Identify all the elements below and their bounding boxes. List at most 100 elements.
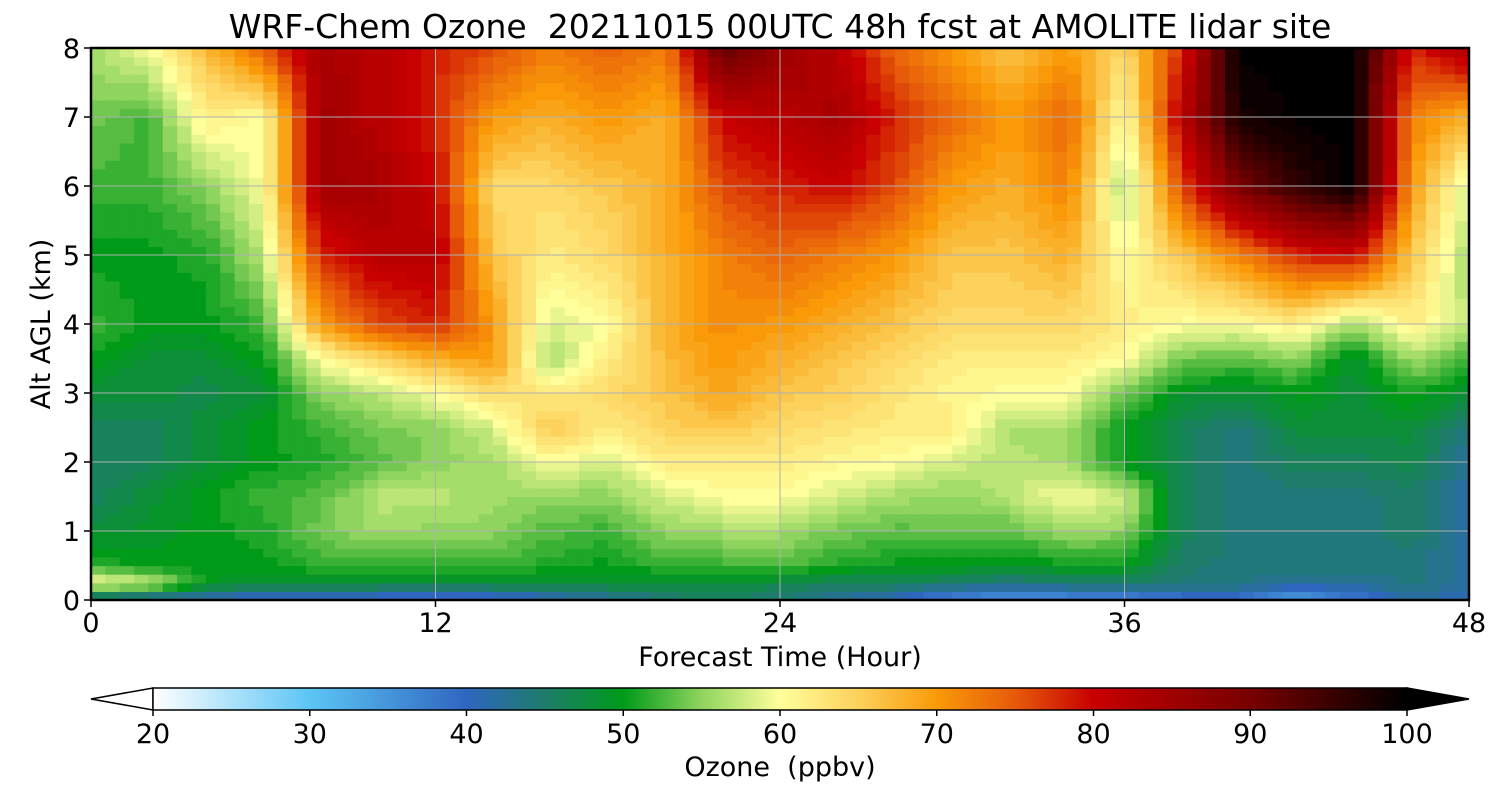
- heatmap-cell: [263, 194, 279, 204]
- heatmap-cell: [579, 479, 594, 489]
- heatmap-cell: [1052, 142, 1068, 153]
- heatmap-cell: [1124, 556, 1140, 567]
- heatmap-cell: [535, 117, 551, 127]
- heatmap-cell: [1181, 522, 1197, 532]
- heatmap-cell: [995, 99, 1011, 109]
- heatmap-cell: [909, 462, 925, 472]
- heatmap-cell: [478, 410, 494, 420]
- heatmap-cell: [708, 531, 724, 541]
- heatmap-cell: [952, 505, 968, 515]
- heatmap-cell: [550, 367, 566, 377]
- heatmap-cell: [980, 436, 996, 446]
- heatmap-cell: [248, 160, 264, 170]
- heatmap-cell: [306, 246, 322, 256]
- heatmap-cell: [636, 142, 652, 153]
- heatmap-cell: [205, 470, 221, 480]
- heatmap-cell: [435, 91, 451, 101]
- heatmap-cell: [320, 237, 336, 247]
- heatmap-cell: [622, 194, 638, 204]
- heatmap-cell: [1038, 99, 1054, 109]
- heatmap-cell: [894, 272, 910, 282]
- heatmap-cell: [679, 375, 695, 385]
- heatmap-cell: [1095, 418, 1111, 429]
- heatmap-cell: [105, 349, 121, 360]
- heatmap-cell: [507, 539, 523, 549]
- heatmap-cell: [1052, 65, 1068, 75]
- heatmap-cell: [507, 91, 523, 101]
- heatmap-cell: [780, 496, 795, 506]
- heatmap-cell: [349, 358, 365, 368]
- heatmap-cell: [291, 142, 307, 153]
- heatmap-cell: [263, 470, 279, 480]
- heatmap-cell: [449, 255, 465, 265]
- heatmap-cell: [1038, 56, 1054, 66]
- heatmap-cell: [478, 479, 494, 489]
- heatmap-cell: [1009, 194, 1025, 204]
- heatmap-cell: [291, 548, 307, 558]
- heatmap-cell: [607, 539, 623, 549]
- heatmap-cell: [722, 582, 738, 592]
- heatmap-cell: [708, 556, 724, 567]
- heatmap-cell: [263, 263, 279, 273]
- heatmap-cell: [866, 496, 882, 506]
- heatmap-cell: [765, 591, 781, 600]
- heatmap-cell: [550, 470, 566, 480]
- heatmap-cell: [622, 203, 638, 213]
- heatmap-cell: [794, 574, 810, 584]
- heatmap-cell: [1067, 168, 1083, 178]
- heatmap-cell: [823, 565, 839, 575]
- heatmap-cell: [392, 82, 408, 92]
- heatmap-cell: [579, 582, 594, 592]
- heatmap-cell: [1110, 263, 1126, 273]
- heatmap-cell: [808, 444, 824, 454]
- heatmap-cell: [1067, 393, 1083, 403]
- heatmap-cell: [363, 65, 379, 75]
- heatmap-cell: [636, 315, 652, 325]
- heatmap-cell: [794, 332, 810, 342]
- heatmap-cell: [880, 142, 896, 153]
- heatmap-cell: [392, 229, 408, 239]
- heatmap-cell: [665, 298, 681, 308]
- heatmap-cell: [320, 117, 336, 127]
- heatmap-cell: [980, 134, 996, 144]
- heatmap-cell: [995, 306, 1011, 316]
- heatmap-cell: [134, 349, 150, 360]
- heatmap-cell: [1138, 427, 1154, 437]
- heatmap-cell: [765, 237, 781, 247]
- heatmap-cell: [880, 194, 896, 204]
- heatmap-cell: [1067, 246, 1083, 256]
- heatmap-cell: [1095, 73, 1111, 84]
- heatmap-cell: [521, 142, 537, 153]
- heatmap-cell: [421, 479, 437, 489]
- heatmap-cell: [794, 453, 810, 463]
- heatmap-cell: [392, 263, 408, 273]
- heatmap-cell: [1181, 505, 1197, 515]
- heatmap-cell: [579, 453, 594, 463]
- heatmap-cell: [1167, 280, 1183, 291]
- heatmap-cell: [952, 203, 968, 213]
- heatmap-cell: [378, 255, 394, 265]
- heatmap-cell: [335, 487, 350, 498]
- heatmap-cell: [1138, 91, 1154, 101]
- heatmap-cell: [349, 591, 365, 600]
- heatmap-cell: [1153, 211, 1169, 222]
- heatmap-cell: [722, 470, 738, 480]
- heatmap-cell: [91, 548, 106, 558]
- heatmap-cell: [1067, 280, 1083, 291]
- heatmap-cell: [636, 203, 652, 213]
- heatmap-cell: [521, 539, 537, 549]
- heatmap-cell: [435, 263, 451, 273]
- heatmap-cell: [177, 367, 193, 377]
- heatmap-cell: [823, 453, 839, 463]
- heatmap-cell: [349, 341, 365, 351]
- heatmap-cell: [248, 401, 264, 411]
- heatmap-cell: [550, 82, 566, 92]
- heatmap-cell: [851, 531, 867, 541]
- heatmap-cell: [980, 384, 996, 394]
- heatmap-cell: [435, 556, 451, 567]
- heatmap-cell: [564, 151, 580, 161]
- heatmap-cell: [693, 168, 709, 178]
- heatmap-cell: [177, 505, 193, 515]
- heatmap-cell: [277, 203, 293, 213]
- heatmap-cell: [306, 436, 322, 446]
